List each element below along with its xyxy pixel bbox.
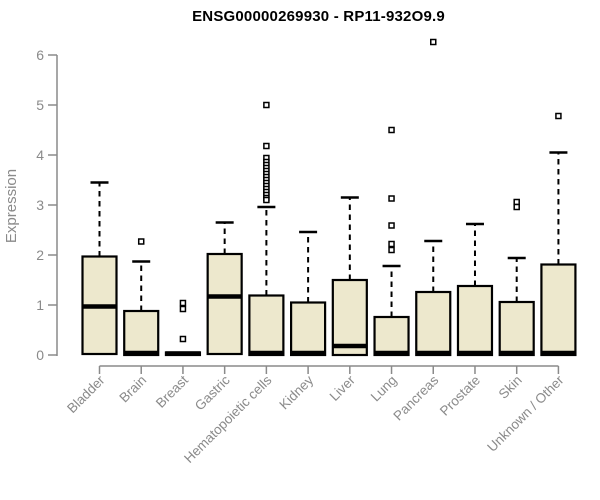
box-lung — [373, 315, 410, 357]
outlier-point — [388, 240, 395, 248]
x-tick-label: Bladder — [64, 372, 108, 416]
y-tick-label: 0 — [36, 347, 44, 363]
x-tick-label: Breast — [153, 372, 191, 410]
box-pancreas — [415, 290, 452, 357]
y-tick-label: 3 — [36, 197, 44, 213]
outlier-point — [388, 246, 395, 254]
x-tick-label: Lung — [368, 373, 400, 405]
x-tick-label: Gastric — [192, 372, 233, 413]
outlier-point — [513, 203, 520, 211]
y-tick-label: 6 — [36, 47, 44, 63]
y-axis-title: Expression — [3, 169, 20, 243]
outlier-point — [388, 195, 395, 202]
outlier-point — [388, 222, 395, 229]
outlier-point — [430, 38, 437, 46]
x-tick-label: Pancreas — [390, 372, 441, 423]
box-prostate — [456, 284, 494, 357]
box-hematopoietic-cells — [248, 294, 285, 357]
outlier-point — [137, 238, 145, 245]
outlier-point — [263, 196, 270, 204]
box-brain — [123, 309, 160, 357]
box-skin — [498, 300, 535, 357]
outlier-point — [263, 142, 270, 150]
y-tick-label: 4 — [36, 147, 44, 163]
box-unknown-other — [540, 263, 577, 357]
y-tick-label: 1 — [36, 297, 44, 313]
x-tick-label: Unknown / Other — [484, 372, 567, 455]
outlier-point — [179, 299, 187, 307]
outlier-point — [263, 101, 270, 109]
outlier-point — [179, 335, 187, 343]
outlier-point — [555, 112, 562, 120]
x-tick-label: Liver — [327, 372, 359, 404]
x-tick-label: Prostate — [437, 373, 483, 419]
box-liver — [331, 278, 368, 357]
box-kidney — [290, 301, 327, 357]
x-tick-label: Kidney — [276, 372, 316, 412]
outlier-point — [388, 126, 395, 134]
outlier-point — [179, 305, 187, 313]
box-gastric — [206, 252, 243, 356]
chart-title: ENSG00000269930 - RP11-932O9.9 — [192, 8, 445, 25]
y-tick-label: 5 — [36, 97, 44, 113]
x-tick-label: Brain — [116, 373, 149, 406]
x-tick-label: Skin — [496, 373, 525, 402]
y-tick-label: 2 — [36, 247, 44, 263]
